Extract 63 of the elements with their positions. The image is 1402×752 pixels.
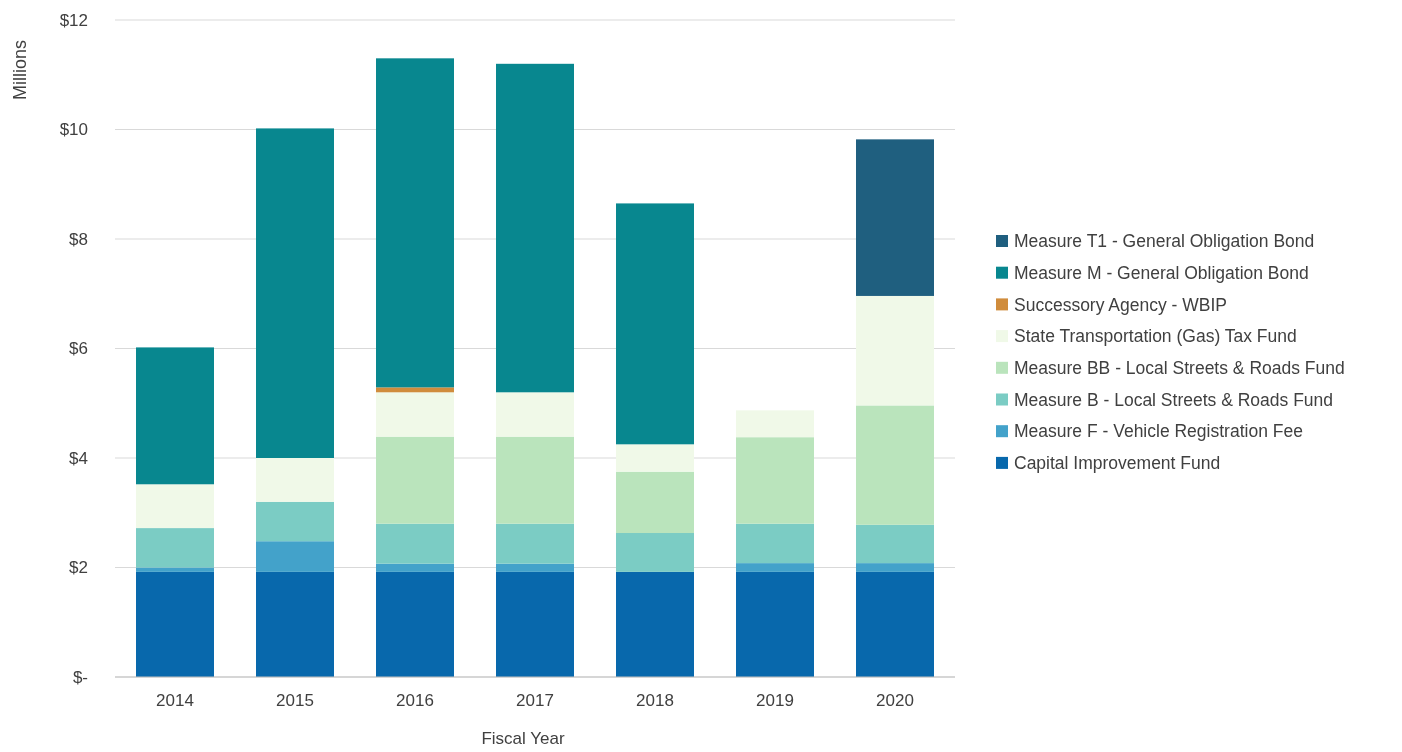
bar [616, 533, 694, 572]
y-tick-label: $4 [69, 448, 88, 468]
bar [376, 523, 454, 564]
y-tick-label: $10 [59, 120, 88, 140]
bar [256, 541, 334, 572]
bar [376, 563, 454, 572]
bar [736, 437, 814, 524]
x-tick-label: 2015 [276, 691, 314, 710]
x-tick-label: 2019 [756, 691, 794, 710]
y-tick-label: $- [72, 667, 88, 687]
bar [736, 563, 814, 572]
bar [256, 501, 334, 542]
bar [496, 436, 574, 524]
bar [496, 523, 574, 564]
bar [376, 436, 454, 524]
bar [376, 387, 454, 393]
y-tick-label: $6 [69, 339, 88, 359]
bar [376, 571, 454, 677]
y-tick-label: $2 [69, 558, 88, 578]
legend-label: Measure F - Vehicle Registration Fee [1014, 421, 1303, 442]
bar [736, 410, 814, 438]
y-axis-title: Millions [10, 39, 30, 101]
bar [376, 392, 454, 437]
x-tick-label: 2017 [516, 691, 554, 710]
bar [856, 563, 934, 572]
legend-label: State Transportation (Gas) Tax Fund [1014, 326, 1297, 347]
bar [136, 571, 214, 677]
legend-label: Measure BB - Local Streets & Roads Fund [1014, 357, 1345, 378]
bar [616, 471, 694, 534]
x-tick-label: 2020 [876, 691, 914, 710]
bar [856, 139, 934, 296]
bar [136, 567, 214, 572]
legend-label: Measure T1 - General Obligation Bond [1014, 231, 1315, 252]
bar [856, 405, 934, 525]
bar [136, 484, 214, 529]
bar [736, 523, 814, 564]
bar [616, 571, 694, 677]
bar [256, 571, 334, 677]
x-tick-label: 2016 [396, 691, 434, 710]
bar [496, 571, 574, 677]
x-tick-label: 2018 [636, 691, 674, 710]
bar [256, 128, 334, 458]
bar [136, 528, 214, 568]
bar [616, 444, 694, 472]
bar [616, 203, 694, 445]
y-tick-label: $12 [59, 10, 88, 30]
x-tick-label: 2014 [156, 691, 194, 710]
bar [136, 347, 214, 485]
legend-label: Successory Agency - WBIP [1014, 294, 1227, 315]
x-axis-title: Fiscal Year [481, 729, 565, 748]
bar [376, 58, 454, 388]
legend-label: Measure M - General Obligation Bond [1014, 262, 1309, 283]
legend-label: Capital Improvement Fund [1014, 453, 1221, 474]
bar [496, 63, 574, 393]
bar [496, 392, 574, 437]
bar [856, 571, 934, 677]
bar [256, 458, 334, 502]
bar [496, 563, 574, 572]
y-tick-label: $8 [69, 229, 88, 249]
bar [856, 524, 934, 564]
bar [736, 571, 814, 677]
bar [856, 295, 934, 406]
legend-label: Measure B - Local Streets & Roads Fund [1014, 389, 1334, 410]
